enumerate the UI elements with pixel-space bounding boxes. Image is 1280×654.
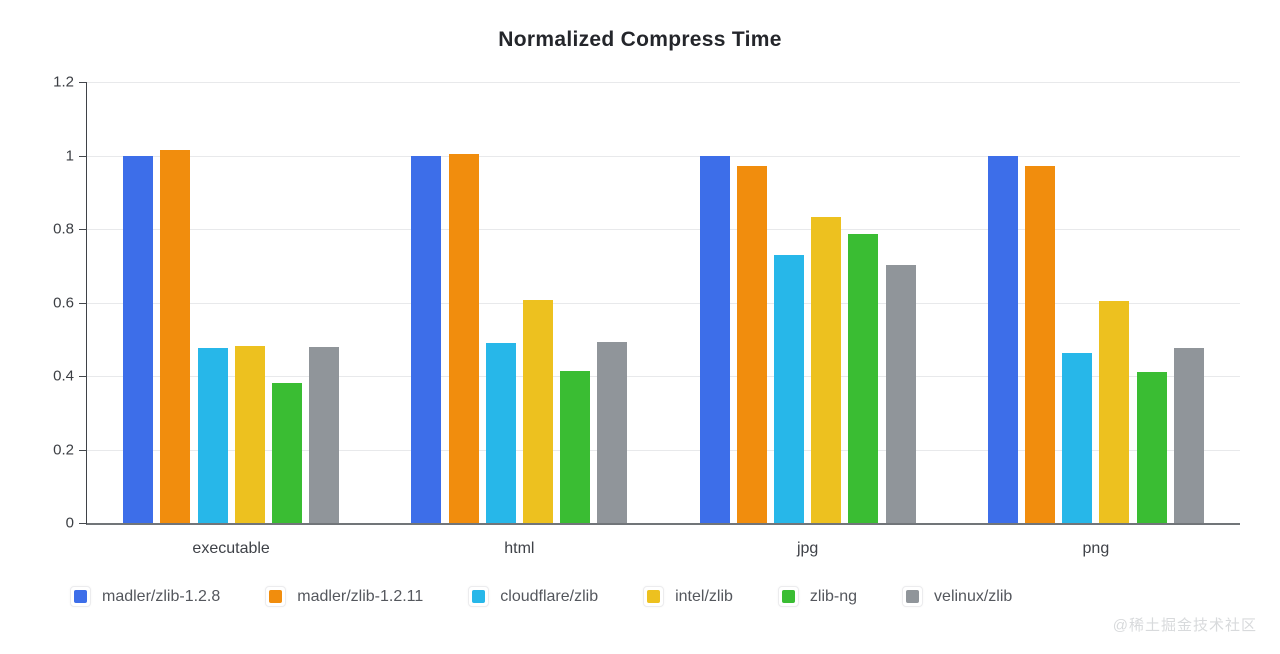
legend-item-intel-zlib[interactable]: intel/zlib: [643, 586, 733, 607]
x-axis-label: jpg: [796, 540, 819, 557]
plot-area: 0 0.2 0.4 0.6 0.8 1 1.2 executable html jpg png: [53, 74, 1240, 557]
legend-swatch-color: [647, 590, 661, 603]
y-axis-tick: [79, 155, 87, 157]
legend-label: madler/zlib-1.2.8: [102, 587, 221, 605]
y-axis-tick: [79, 449, 87, 451]
y-axis-label: 1.2: [53, 73, 74, 91]
y-axis-label: 0.2: [53, 441, 74, 458]
bar-executable-zlib-ng[interactable]: [271, 383, 302, 523]
x-axis-label: executable: [192, 540, 270, 557]
legend-swatch-color: [74, 590, 87, 603]
legend: madler/zlib-1.2.8 madler/zlib-1.2.11 cloud…: [70, 586, 1012, 607]
legend-swatch-color: [472, 590, 486, 603]
legend-swatch: [643, 586, 665, 607]
bar-png-madler-zlib-1.2.8[interactable]: [987, 155, 1018, 523]
legend-label: cloudflare/zlib: [500, 587, 599, 605]
bar-jpg-velinux-zlib[interactable]: [885, 264, 916, 523]
y-axis-label: 0.8: [53, 220, 74, 238]
legend-swatch: [777, 586, 799, 607]
gridline: [87, 302, 1240, 304]
bar-html-zlib-ng[interactable]: [560, 370, 591, 523]
y-axis-tick: [79, 82, 87, 83]
bar-jpg-madler-zlib-1.2.11[interactable]: [736, 165, 767, 523]
y-axis-label: 0: [65, 514, 74, 532]
gridline: [87, 82, 1240, 83]
bar-executable-madler-zlib-1.2.8[interactable]: [123, 155, 154, 523]
bar-executable-madler-zlib-1.2.11[interactable]: [160, 150, 191, 523]
legend-label: zlib-ng: [809, 587, 858, 605]
chart-title: Normalized Compress Time: [498, 28, 782, 51]
x-axis-label: png: [1082, 540, 1110, 557]
legend-label: intel/zlib: [675, 587, 733, 605]
bar-png-madler-zlib-1.2.11[interactable]: [1025, 165, 1056, 523]
legend-label: velinux/zlib: [934, 587, 1013, 605]
legend-item-cloudflare-zlib[interactable]: cloudflare/zlib: [468, 586, 598, 607]
legend-swatch: [902, 586, 924, 607]
gridline: [87, 376, 1240, 377]
bar-jpg-madler-zlib-1.2.8[interactable]: [699, 155, 730, 523]
legend-label: madler/zlib-1.2.11: [297, 587, 424, 605]
bar-html-cloudflare-zlib[interactable]: [485, 342, 516, 523]
y-axis-tick: [79, 376, 87, 377]
bar-jpg-zlib-ng[interactable]: [848, 233, 879, 523]
bar-executable-cloudflare-zlib[interactable]: [197, 348, 228, 523]
legend-swatch-color: [781, 590, 795, 603]
y-axis-label: 1: [65, 147, 74, 164]
gridline: [87, 229, 1240, 230]
y-axis-label: 0.4: [53, 367, 74, 385]
legend-item-madler-zlib-1.2.8[interactable]: madler/zlib-1.2.8: [70, 586, 220, 607]
bar-png-intel-zlib[interactable]: [1099, 300, 1130, 523]
x-axis-label: html: [504, 540, 535, 557]
legend-swatch: [70, 586, 91, 607]
legend-swatch-color: [906, 590, 920, 603]
watermark: @稀土掘金技术社区: [1112, 617, 1257, 634]
gridline: [87, 449, 1240, 451]
bar-html-intel-zlib[interactable]: [522, 299, 553, 523]
bar-html-madler-zlib-1.2.8[interactable]: [411, 155, 442, 523]
bar-jpg-intel-zlib[interactable]: [811, 216, 842, 523]
gridline: [87, 155, 1240, 157]
y-axis-label: 0.6: [53, 294, 74, 311]
legend-swatch: [265, 586, 287, 607]
bar-png-velinux-zlib[interactable]: [1173, 347, 1204, 523]
bar-html-madler-zlib-1.2.11[interactable]: [448, 153, 479, 523]
y-axis-tick: [79, 523, 87, 524]
y-axis-tick: [79, 229, 87, 230]
bar-executable-intel-zlib[interactable]: [234, 345, 265, 523]
legend-item-madler-zlib-1.2.11[interactable]: madler/zlib-1.2.11: [265, 586, 423, 607]
bar-png-cloudflare-zlib[interactable]: [1062, 353, 1093, 523]
legend-swatch-color: [269, 590, 283, 603]
bar-html-velinux-zlib[interactable]: [597, 342, 628, 523]
y-axis-tick: [79, 302, 87, 304]
bar-jpg-cloudflare-zlib[interactable]: [774, 254, 805, 523]
bar-executable-velinux-zlib[interactable]: [309, 346, 340, 523]
bar-png-zlib-ng[interactable]: [1136, 371, 1167, 523]
legend-item-zlib-ng[interactable]: zlib-ng: [777, 586, 858, 607]
legend-swatch: [468, 586, 490, 607]
legend-item-velinux-zlib[interactable]: velinux/zlib: [902, 586, 1012, 607]
